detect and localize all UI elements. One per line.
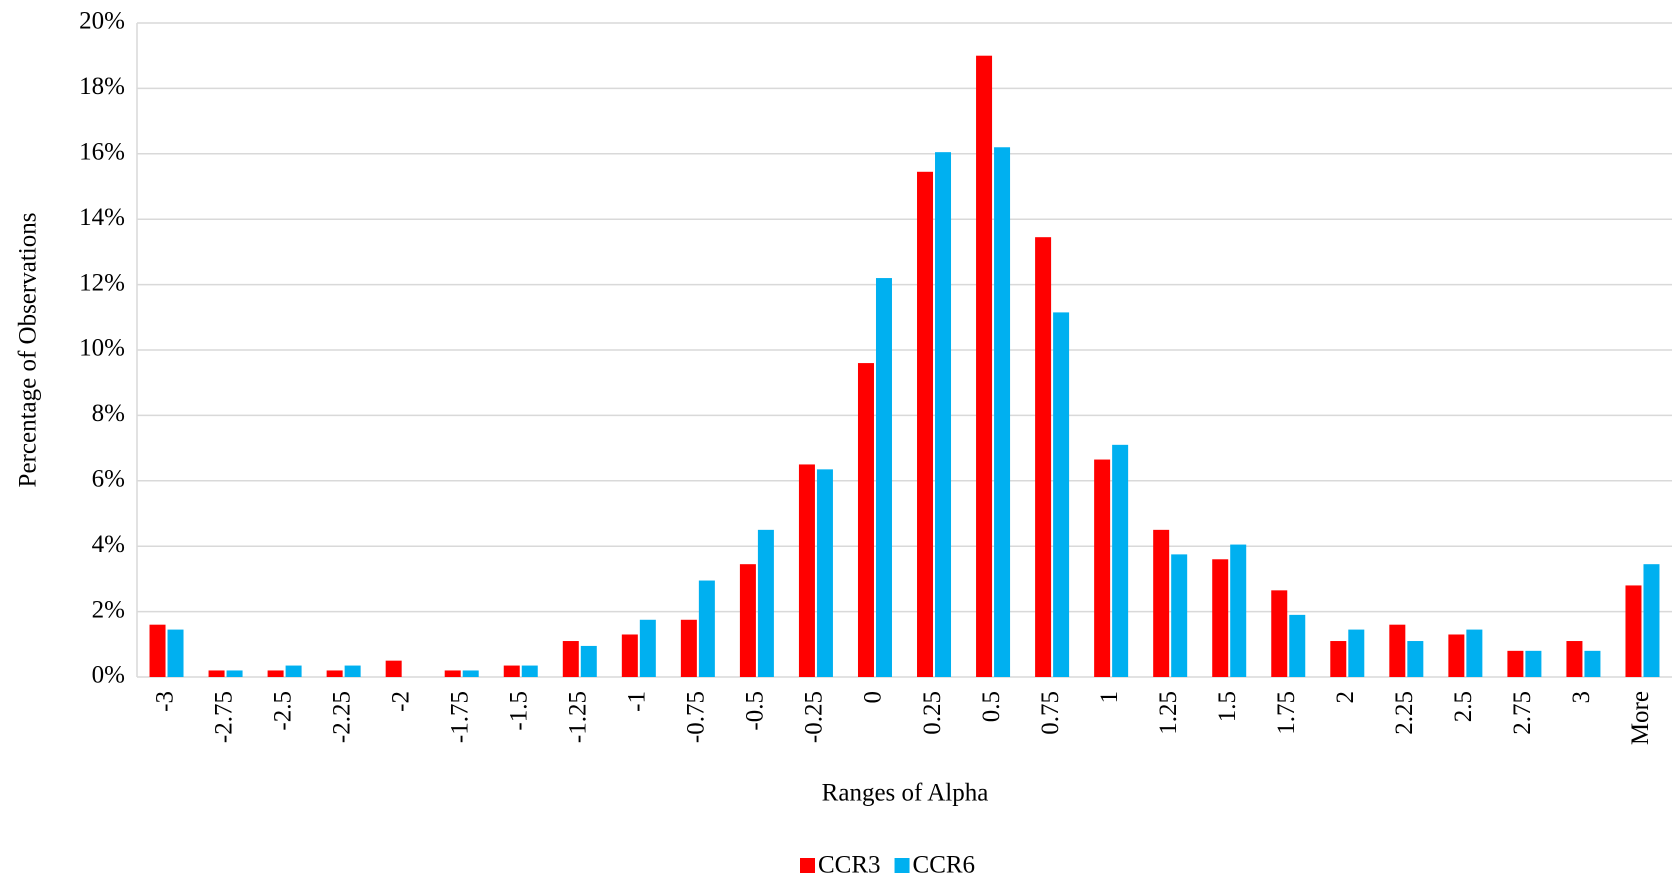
x-tick-label: 3 [1568, 691, 1595, 704]
bar [994, 147, 1011, 677]
bar [1566, 641, 1583, 677]
bar [1094, 459, 1111, 677]
bar [208, 670, 225, 677]
bar [344, 665, 361, 677]
x-tick-label: 0.25 [919, 691, 946, 735]
x-tick-label: -0.5 [742, 691, 769, 731]
y-tick-label: 14% [79, 204, 125, 231]
bar [1466, 629, 1483, 677]
bar [1348, 629, 1365, 677]
x-tick-label: 1.25 [1155, 691, 1182, 735]
bar [917, 171, 934, 677]
y-tick-label: 8% [92, 400, 125, 427]
x-tick-label: -2.75 [210, 691, 237, 743]
bar [1212, 559, 1229, 677]
x-tick-label: 0.75 [1037, 691, 1064, 735]
x-tick-label: -1.5 [505, 691, 532, 731]
bar [1053, 312, 1070, 677]
x-tick-label: 1 [1096, 691, 1123, 704]
bar [149, 624, 166, 677]
x-tick-label: 2 [1332, 691, 1359, 704]
x-tick-label: -2 [387, 691, 414, 712]
y-tick-label: 0% [92, 662, 125, 689]
bar [267, 670, 284, 677]
bar [226, 670, 243, 677]
bar [757, 529, 774, 677]
bar [1230, 544, 1247, 677]
legend-swatch [800, 858, 815, 873]
x-tick-label: 1.75 [1273, 691, 1300, 735]
y-tick-label: 6% [92, 466, 125, 493]
bar [1171, 554, 1188, 677]
bar [621, 634, 638, 677]
y-tick-label: 4% [92, 531, 125, 558]
bar [1625, 585, 1642, 677]
bar [1153, 529, 1170, 677]
bar [285, 665, 302, 677]
legend-label: CCR3 [818, 852, 881, 879]
bar [562, 641, 579, 677]
bar [739, 564, 756, 677]
x-axis-title: Ranges of Alpha [822, 780, 989, 807]
bar [816, 469, 833, 677]
bar [1643, 564, 1660, 677]
bar [1271, 590, 1288, 677]
bar [935, 152, 952, 678]
x-tick-label: -2.25 [328, 691, 355, 743]
x-tick-label: -3 [151, 691, 178, 712]
x-tick-label: 0 [860, 691, 887, 704]
x-tick-label: 1.5 [1214, 691, 1241, 722]
bar [326, 670, 343, 677]
bar [1389, 624, 1406, 677]
bar [1289, 614, 1306, 677]
bar [1112, 444, 1129, 677]
x-tick-label: -1 [624, 691, 651, 712]
y-tick-label: 12% [79, 269, 125, 296]
bar [444, 670, 461, 677]
x-tick-label: -1.25 [565, 691, 592, 743]
y-tick-label: 20% [79, 8, 125, 35]
x-tick-label: 2.75 [1509, 691, 1536, 735]
bar [976, 55, 993, 677]
bar [1035, 237, 1052, 677]
y-axis-title: Percentage of Observations [15, 213, 42, 488]
bar [1507, 650, 1524, 677]
bar [798, 464, 815, 677]
bar [580, 645, 597, 677]
bar [167, 629, 184, 677]
bar [1330, 641, 1347, 677]
bar [521, 665, 538, 677]
x-tick-label: -0.25 [801, 691, 828, 743]
bar [857, 363, 874, 677]
bar [1448, 634, 1465, 677]
bar [1584, 650, 1601, 677]
bar [1407, 641, 1424, 677]
bar [698, 580, 715, 677]
bar [385, 660, 402, 677]
bar [680, 619, 697, 677]
bar [1525, 650, 1542, 677]
y-tick-label: 18% [79, 73, 125, 100]
bar [462, 670, 479, 677]
x-tick-label: More [1627, 691, 1654, 745]
x-tick-label: 0.5 [978, 691, 1005, 722]
x-tick-label: -0.75 [683, 691, 710, 743]
legend-swatch [894, 858, 910, 873]
y-tick-label: 16% [79, 139, 125, 166]
x-tick-label: -2.5 [269, 691, 296, 731]
bar [639, 619, 656, 677]
bar [503, 665, 520, 677]
bar [875, 278, 892, 677]
y-tick-label: 10% [79, 335, 125, 362]
legend-label: CCR6 [913, 852, 976, 879]
x-tick-label: 2.5 [1450, 691, 1477, 722]
x-tick-label: -1.75 [446, 691, 473, 743]
y-tick-label: 2% [92, 596, 125, 623]
x-tick-label: 2.25 [1391, 691, 1418, 735]
